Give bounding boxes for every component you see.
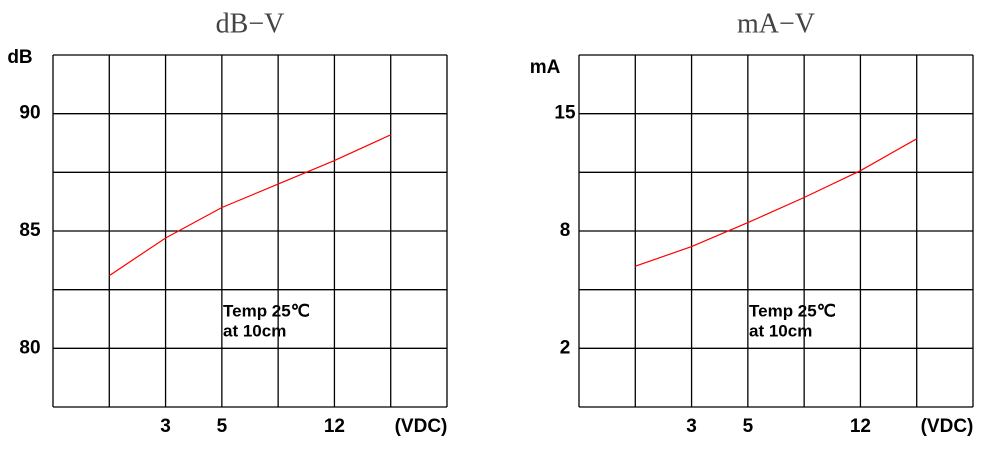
y-tick-label: 15 — [554, 103, 576, 124]
x-tick-label: 3 — [160, 416, 171, 437]
data-line — [635, 138, 917, 267]
chart-title: mA−V — [737, 8, 815, 39]
x-tick-label: 12 — [324, 416, 345, 437]
x-tick-label: 5 — [743, 416, 754, 437]
annotation: at 10cm — [223, 321, 286, 340]
y-tick-label: 90 — [19, 103, 40, 124]
x-tick-label: 3 — [686, 416, 697, 437]
y-tick-label: 2 — [560, 337, 571, 358]
annotation: Temp 25℃ — [749, 301, 836, 320]
y-axis-label: mA — [530, 57, 561, 78]
y-axis-label: dB — [7, 47, 32, 68]
x-tick-label: 12 — [850, 416, 871, 437]
y-tick-label: 85 — [19, 220, 41, 241]
annotation: at 10cm — [749, 321, 812, 340]
x-axis-label: (VDC) — [395, 416, 448, 437]
x-tick-label: 5 — [217, 416, 228, 437]
data-line — [108, 134, 391, 277]
chart-title: dB−V — [216, 8, 285, 39]
y-tick-label: 8 — [560, 220, 571, 241]
x-axis-label: (VDC) — [921, 416, 974, 437]
y-tick-label: 80 — [19, 337, 40, 358]
annotation: Temp 25℃ — [223, 301, 310, 320]
